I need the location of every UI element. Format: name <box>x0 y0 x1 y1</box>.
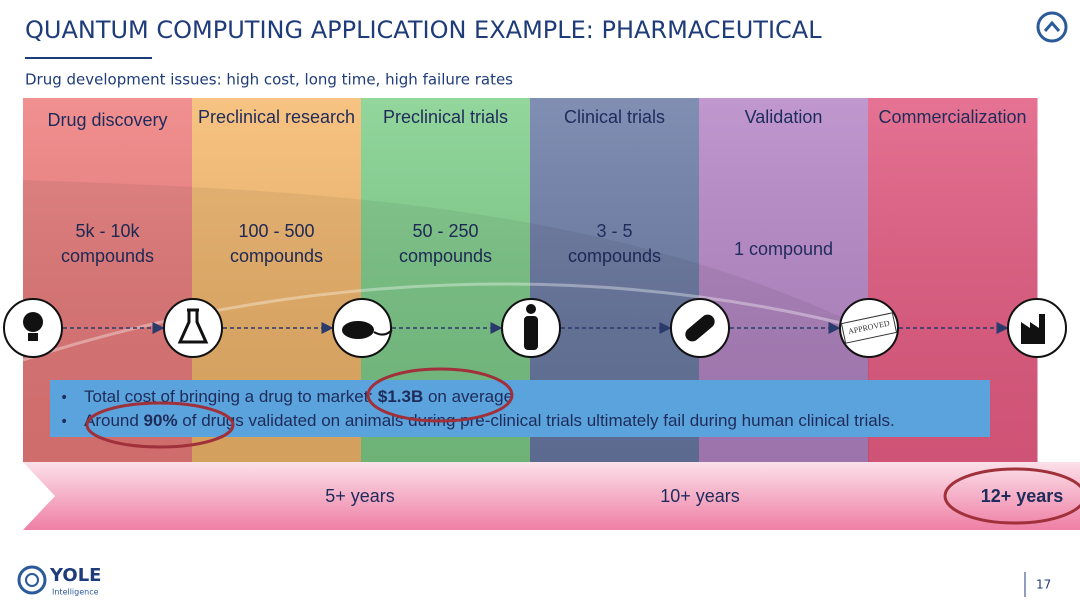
icon-row: APPROVED <box>3 298 1067 358</box>
bullet-dot: • <box>60 414 68 430</box>
timeline-label: 5+ years <box>325 486 395 506</box>
flask-icon <box>177 308 209 344</box>
stage-name: Validation <box>745 107 823 127</box>
rat-tail <box>373 329 393 336</box>
bulb-icon <box>28 333 38 341</box>
bullet-text: Around 90% of drugs validated on animals… <box>84 411 895 430</box>
logo-mark <box>25 573 39 587</box>
factory-icon <box>1021 314 1045 344</box>
stage-name: Commercialization <box>878 107 1026 127</box>
human-head <box>526 304 536 314</box>
logo-mark <box>17 565 47 595</box>
stage-count: 100 - 500 <box>238 221 314 241</box>
logo-sub: Intelligence <box>52 588 99 597</box>
bullet-part: Around <box>84 411 144 430</box>
stage-count: 3 - 5 <box>596 221 632 241</box>
stage-name: Drug discovery <box>47 110 167 130</box>
bullet-part: of drugs validated on animals during pre… <box>178 411 895 430</box>
bullet-part: on average <box>423 387 513 406</box>
stage-name: Clinical trials <box>564 107 665 127</box>
up-button[interactable] <box>1036 11 1068 43</box>
bullets: • Total cost of bringing a drug to market… <box>60 387 895 430</box>
logo: YOLE <box>49 565 101 586</box>
bulb-icon <box>23 312 43 332</box>
highlight-circle <box>366 367 514 423</box>
stage-count: 50 - 250 <box>412 221 478 241</box>
stage-name: Preclinical trials <box>383 107 508 127</box>
stage-count: compounds <box>230 246 323 266</box>
timeline-label: 12+ years <box>981 486 1064 506</box>
timeline-label: 10+ years <box>660 486 740 506</box>
bullet-dot: • <box>60 390 68 406</box>
page-number: 17 <box>1036 578 1051 592</box>
stage-count: 5k - 10k <box>75 221 140 241</box>
subtitle: Drug development issues: high cost, long… <box>25 71 513 89</box>
rat-icon <box>342 321 374 339</box>
stage-count: compounds <box>61 246 154 266</box>
title: QUANTUM COMPUTING APPLICATION EXAMPLE: P… <box>25 16 822 44</box>
stage-count: 1 compound <box>734 239 833 259</box>
stage-count: compounds <box>568 246 661 266</box>
timeline: 5+ years 10+ years 12+ years <box>325 486 1063 506</box>
stage-name: Preclinical research <box>198 107 355 127</box>
bullet-part: $1.3B <box>378 387 423 406</box>
bullet-part: 90% <box>144 411 178 430</box>
up-icon <box>1043 20 1061 32</box>
highlight-circle <box>85 401 235 449</box>
pill-icon <box>685 314 715 342</box>
funnel-curve <box>22 282 870 362</box>
stamp-box <box>840 312 898 344</box>
highlight-circle <box>943 467 1080 525</box>
human-body <box>524 316 538 350</box>
stage-count: compounds <box>399 246 492 266</box>
stage-icon <box>163 298 223 358</box>
timeline-arrow <box>23 462 1080 530</box>
